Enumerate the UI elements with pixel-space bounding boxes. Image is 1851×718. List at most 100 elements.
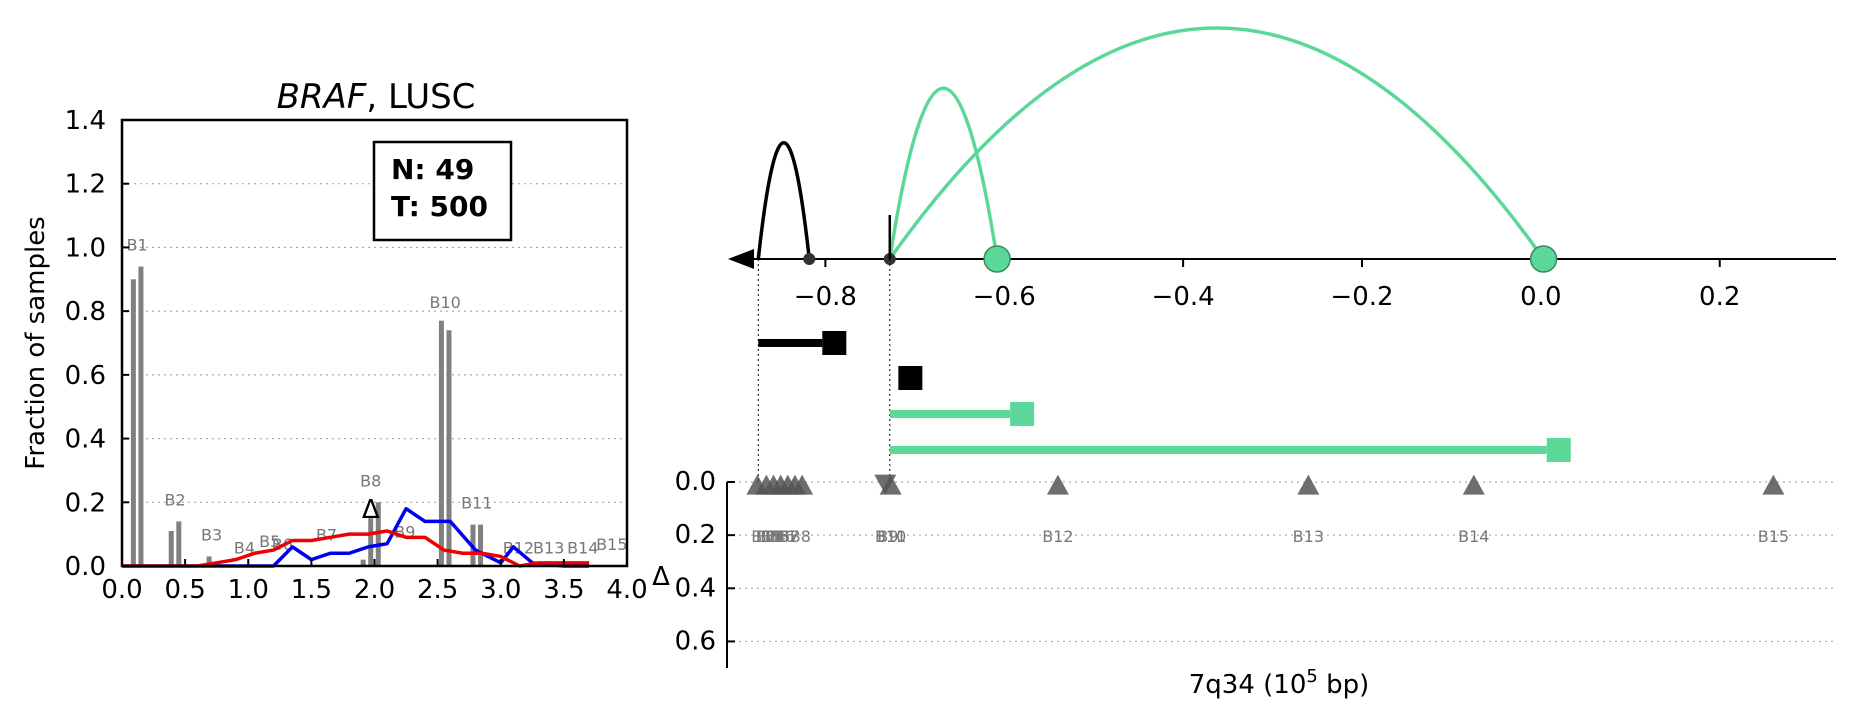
- bar-label: B10: [430, 293, 461, 312]
- delta-marker-label: B2: [756, 527, 777, 546]
- bar: [138, 266, 144, 566]
- bar-label: B13: [533, 538, 564, 557]
- y-tick-label: 1.4: [65, 106, 106, 136]
- arc-x-tick-label: −0.4: [1152, 282, 1215, 312]
- x-tick-label: 1.5: [291, 575, 332, 605]
- arc-x-ticks: −0.8 −0.6 −0.4 −0.2 0.0 0.2: [794, 259, 1740, 312]
- arc: [888, 26, 1545, 261]
- delta-marker-label: B1: [751, 527, 772, 546]
- left-x-ticks: 0.0 0.5 1.0 1.5 2.0 2.5 3.0 3.5 4.0: [101, 559, 648, 605]
- arc: [888, 86, 999, 260]
- bar-label: B5: [259, 532, 280, 551]
- delta-marker-label: B7: [778, 527, 799, 546]
- right-x-axis-label: 7q34 (105 bp): [1189, 666, 1370, 700]
- bar-label: B11: [461, 494, 492, 513]
- arc: [756, 141, 812, 260]
- left-y-axis-label: Fraction of samples: [21, 216, 51, 469]
- delta-marker-label: B14: [1458, 527, 1489, 546]
- left-y-ticks: 0.0 0.2 0.4 0.6 0.8 1.0 1.2 1.4: [65, 106, 129, 582]
- x-tick-label: 0.0: [101, 575, 142, 605]
- delta-marker-label: B13: [1293, 527, 1324, 546]
- delta-marker-label: B4: [765, 527, 786, 546]
- transcript-end-box: [822, 331, 847, 355]
- bar-label: B4: [234, 538, 255, 557]
- triangle-up-marker: [879, 474, 902, 495]
- y-tick-label: 1.0: [65, 233, 106, 263]
- arc-points: [803, 245, 1558, 273]
- y-tick-label: 0.8: [65, 297, 106, 327]
- triangle-up-marker: [1762, 474, 1785, 495]
- x-tick-label: 1.0: [228, 575, 269, 605]
- bar-label: B15: [596, 535, 627, 554]
- breakpoint-circle: [983, 245, 1011, 273]
- delta-y-ticks: 0.0 0.2 0.4 0.6: [675, 467, 735, 656]
- bar-label: B14: [567, 538, 598, 557]
- triangle-up-marker: [1462, 474, 1485, 495]
- bar: [446, 330, 452, 566]
- transcript-end-box: [1546, 438, 1571, 462]
- bar: [130, 279, 136, 566]
- delta-y-tick-label: 0.0: [675, 467, 716, 497]
- bar: [176, 521, 182, 566]
- y-tick-label: 0.0: [65, 552, 106, 582]
- bar: [206, 556, 212, 566]
- triangle-up-marker: [1297, 474, 1320, 495]
- arc-x-tick-label: −0.2: [1330, 282, 1393, 312]
- arrow-left-icon: [728, 249, 754, 269]
- bar: [478, 524, 484, 566]
- bar: [360, 559, 366, 566]
- x-tick-label: 2.5: [417, 575, 458, 605]
- bar: [168, 530, 174, 566]
- delta-marker-label: B8: [790, 527, 811, 546]
- y-tick-label: 0.6: [65, 361, 106, 391]
- counts-box: N: 49 T: 500: [372, 140, 513, 242]
- delta-marker-label: B6: [774, 527, 795, 546]
- x-tick-label: 3.5: [543, 575, 584, 605]
- y-tick-label: 1.2: [65, 170, 106, 200]
- bar-label: B2: [164, 490, 185, 509]
- y-tick-label: 0.4: [65, 425, 106, 455]
- bar: [438, 320, 444, 566]
- delta-marker-label: B5: [769, 527, 790, 546]
- delta-y-tick-label: 0.4: [675, 573, 716, 603]
- transcripts: [758, 331, 1571, 462]
- t-count-label: T: 500: [391, 190, 488, 223]
- bar-label: B1: [127, 236, 148, 255]
- arc-x-tick-label: 0.2: [1699, 282, 1740, 312]
- arc-x-tick-label: 0.0: [1520, 282, 1561, 312]
- bar-label: B3: [201, 526, 222, 545]
- triangle-up-marker: [791, 474, 814, 495]
- delta-marker-label: B10: [875, 527, 906, 546]
- delta-y-tick-label: 0.6: [675, 626, 716, 656]
- x-tick-label: 4.0: [606, 575, 647, 605]
- arc-x-tick-label: −0.6: [973, 282, 1036, 312]
- triangle-up-marker: [1046, 474, 1069, 495]
- delta-marker-label: B3: [760, 527, 781, 546]
- bar-label: B8: [360, 471, 381, 490]
- arc-panel: −0.8 −0.6 −0.4 −0.2 0.0 0.2: [728, 26, 1836, 482]
- dotted-guides: [757, 259, 891, 482]
- delta-marker-label: B15: [1758, 527, 1789, 546]
- delta-y-tick-label: 0.2: [675, 520, 716, 550]
- delta-marker-label: B9: [877, 527, 898, 546]
- delta-y-axis-label: Δ: [652, 562, 670, 592]
- delta-markers: [746, 474, 1785, 495]
- x-tick-label: 0.5: [164, 575, 205, 605]
- left-chart-title: BRAF, LUSC: [277, 77, 476, 117]
- delta-marker: Δ: [362, 495, 380, 525]
- x-tick-label: 2.0: [354, 575, 395, 605]
- bar: [368, 518, 374, 566]
- arcs: [756, 26, 1545, 261]
- delta-marker-label: B11: [875, 527, 906, 546]
- arc-x-tick-label: −0.8: [794, 282, 857, 312]
- breakpoint-circle: [1529, 245, 1558, 273]
- delta-grid: [727, 481, 1836, 642]
- y-tick-label: 0.2: [65, 488, 106, 518]
- transcript-end-box: [1010, 402, 1035, 426]
- x-tick-label: 3.0: [480, 575, 521, 605]
- junction-point: [803, 253, 816, 265]
